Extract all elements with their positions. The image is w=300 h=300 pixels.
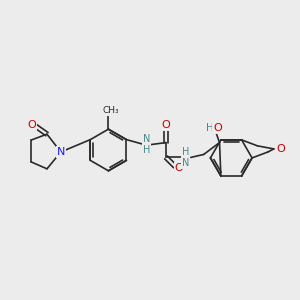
- Text: H: H: [206, 123, 214, 133]
- Text: N: N: [57, 147, 65, 157]
- Text: CH₃: CH₃: [102, 106, 119, 115]
- Text: N
H: N H: [142, 134, 150, 155]
- Text: O: O: [175, 163, 183, 173]
- Text: H
N: H N: [182, 147, 190, 168]
- Text: O: O: [213, 123, 222, 133]
- Text: O: O: [27, 120, 36, 130]
- Text: O: O: [162, 120, 170, 130]
- Text: O: O: [276, 144, 285, 154]
